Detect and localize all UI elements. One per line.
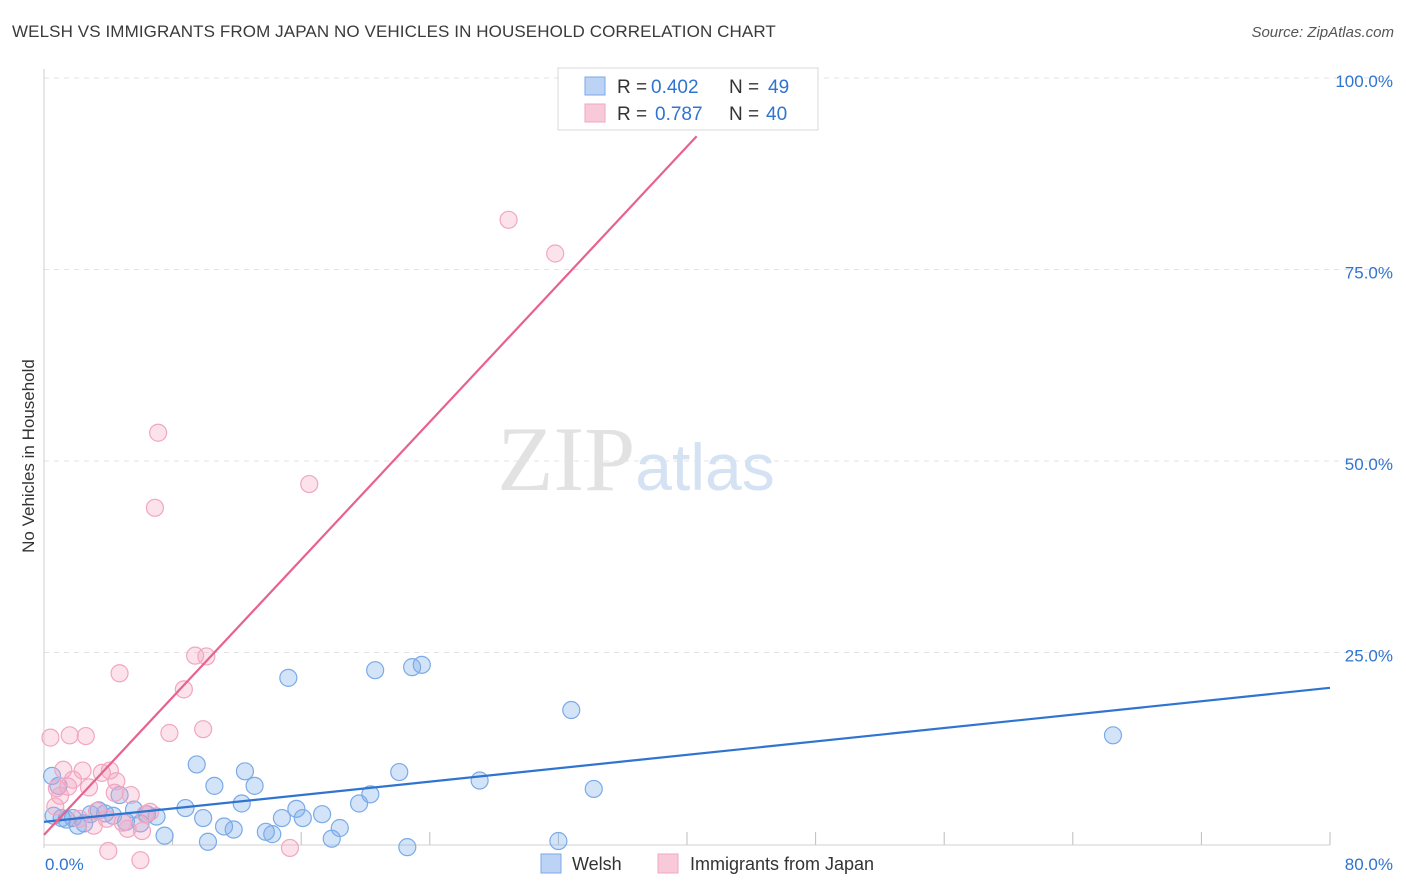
stats-r-value-japan: 0.787 <box>655 104 703 125</box>
welsh-point-45 <box>470 771 489 790</box>
y-tick-label-75: 75.0% <box>1345 264 1393 283</box>
welsh-point-21 <box>194 808 213 828</box>
japan-trend-line <box>43 135 698 836</box>
y-tick-labels: 25.0% 50.0% 75.0% 100.0% <box>1335 72 1393 666</box>
stats-n-label-welsh: N = <box>729 77 759 98</box>
series-welsh-points <box>42 655 1123 857</box>
welsh-point-31 <box>272 808 292 828</box>
japan-point-20 <box>110 664 129 683</box>
japan-point-31 <box>174 680 193 699</box>
welsh-point-37 <box>330 818 349 838</box>
stats-n-label-japan: N = <box>729 104 759 125</box>
japan-point-9 <box>73 761 92 780</box>
welsh-point-40 <box>366 661 385 680</box>
welsh-point-25 <box>224 820 243 839</box>
chart-title: WELSH VS IMMIGRANTS FROM JAPAN NO VEHICL… <box>12 22 776 41</box>
japan-point-34 <box>197 647 216 666</box>
y-tick-label-50: 50.0% <box>1345 455 1393 474</box>
welsh-point-22 <box>198 832 218 851</box>
stats-r-label-welsh: R = <box>617 77 647 98</box>
japan-point-25 <box>132 821 152 841</box>
welsh-point-23 <box>205 776 224 795</box>
watermark-zip-text: ZIP <box>497 408 635 510</box>
welsh-point-42 <box>398 838 417 857</box>
legend-swatch-japan <box>657 853 679 874</box>
japan-point-10 <box>76 726 95 746</box>
welsh-point-44 <box>412 655 431 674</box>
y-tick-label-100: 100.0% <box>1335 72 1393 91</box>
legend-label-japan: Immigrants from Japan <box>690 854 874 874</box>
y-axis-label: No Vehicles in Household <box>19 359 38 553</box>
japan-point-6 <box>60 726 79 745</box>
japan-point-4 <box>54 760 73 779</box>
japan-point-24 <box>131 851 150 870</box>
japan-point-18 <box>105 783 124 802</box>
japan-point-22 <box>118 819 137 838</box>
welsh-point-41 <box>390 762 409 782</box>
x-ticks <box>43 832 1331 846</box>
japan-point-33 <box>194 720 213 739</box>
japan-point-36 <box>300 474 319 494</box>
stats-r-value-welsh: 0.402 <box>651 77 699 98</box>
x-tick-label-max: 80.0% <box>1345 855 1393 874</box>
source-label: Source: ZipAtlas.com <box>1251 24 1394 41</box>
japan-point-23 <box>121 785 140 805</box>
welsh-point-34 <box>293 808 312 828</box>
stats-r-label-japan: R = <box>617 104 647 125</box>
welsh-point-48 <box>584 779 603 799</box>
japan-point-0 <box>41 728 60 747</box>
stats-legend: R = 0.402 N = 49 R = 0.787 N = 40 <box>557 67 819 131</box>
welsh-point-17 <box>147 807 166 826</box>
trend-lines <box>43 135 1331 836</box>
japan-point-38 <box>546 244 565 263</box>
series-legend: Welsh Immigrants from Japan <box>540 853 874 874</box>
watermark-zip: ZIPatlas <box>497 408 774 510</box>
welsh-point-46 <box>549 831 568 851</box>
japan-point-37 <box>499 210 518 229</box>
stats-n-value-japan: 40 <box>766 104 787 125</box>
japan-point-15 <box>97 809 116 828</box>
welsh-point-35 <box>312 805 332 824</box>
x-tick-label-min: 0.0% <box>45 855 84 874</box>
series-japan-points <box>41 210 565 870</box>
stats-swatch-welsh <box>584 76 606 96</box>
legend-label-welsh: Welsh <box>572 854 622 874</box>
welsh-point-28 <box>245 776 264 795</box>
welsh-point-32 <box>279 668 298 687</box>
welsh-point-49 <box>1103 726 1123 745</box>
grid <box>44 77 1392 653</box>
welsh-point-18 <box>155 826 174 845</box>
stats-n-value-welsh: 49 <box>768 77 789 98</box>
welsh-point-33 <box>287 799 306 818</box>
japan-point-19 <box>107 772 126 791</box>
japan-point-16 <box>99 841 118 861</box>
welsh-point-27 <box>235 762 255 781</box>
y-tick-label-25: 25.0% <box>1345 647 1393 666</box>
welsh-point-20 <box>187 755 206 774</box>
welsh-trend-line <box>43 686 1331 823</box>
japan-point-29 <box>149 423 168 442</box>
japan-point-1 <box>46 797 65 816</box>
welsh-point-30 <box>263 825 282 844</box>
stats-swatch-japan <box>584 103 606 123</box>
welsh-point-26 <box>232 794 251 813</box>
welsh-point-39 <box>361 785 380 804</box>
legend-swatch-welsh <box>540 853 562 874</box>
japan-point-7 <box>63 770 83 789</box>
welsh-point-47 <box>562 700 581 720</box>
japan-point-35 <box>280 838 300 858</box>
japan-point-17 <box>100 761 120 780</box>
japan-point-30 <box>160 723 179 743</box>
watermark-atlas-text: atlas <box>635 430 774 504</box>
japan-point-28 <box>145 498 165 517</box>
